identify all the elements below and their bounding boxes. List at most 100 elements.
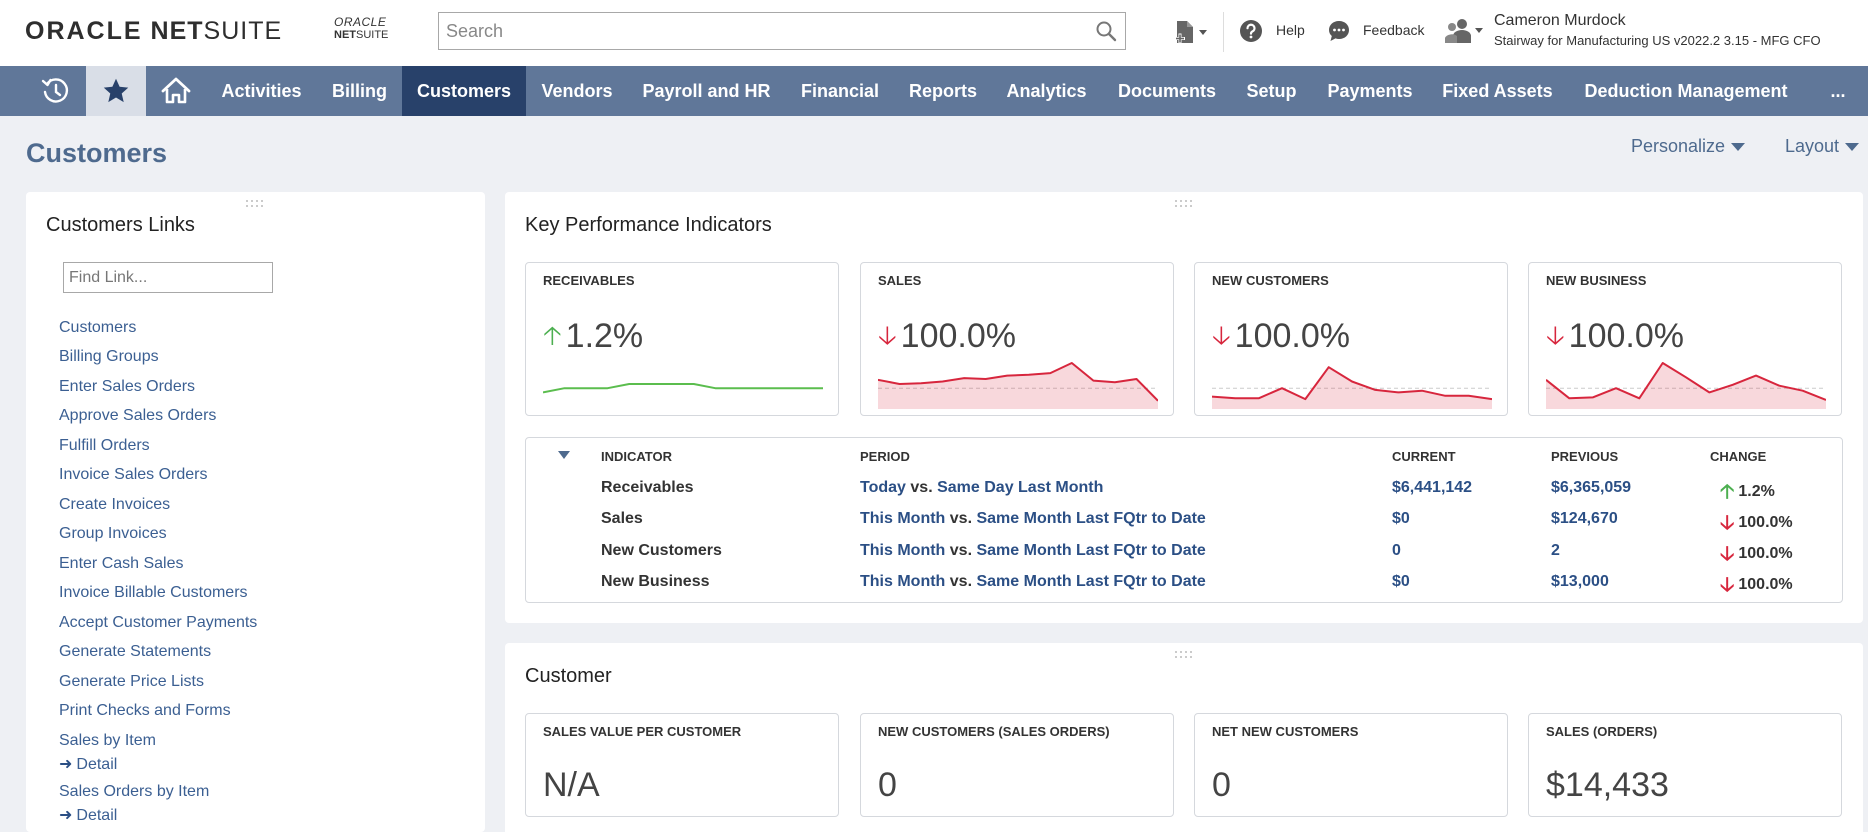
link-enter-sales-orders[interactable]: Enter Sales Orders [59, 378, 196, 395]
find-link-input[interactable] [64, 263, 268, 292]
kpi-tile-label: NEW CUSTOMERS [1212, 273, 1329, 288]
arrow-down-icon: 🡣 [1720, 512, 1735, 534]
customer-tile-net-new-customers[interactable]: NET NEW CUSTOMERS 0 [1194, 713, 1508, 817]
link-generate-price-lists[interactable]: Generate Price Lists [59, 673, 204, 690]
arrow-right-icon: ➜ [59, 807, 73, 824]
row-previous[interactable]: 2 [1551, 542, 1560, 559]
link-invoice-billable-customers[interactable]: Invoice Billable Customers [59, 584, 248, 601]
kpi-tile-value: 🡣 100.0% [878, 317, 1016, 361]
customer-tile-sales-orders[interactable]: SALES (ORDERS) $14,433 [1528, 713, 1842, 817]
period-a-link[interactable]: Today [860, 479, 906, 496]
nav-setup[interactable]: Setup [1246, 81, 1297, 101]
nav-payments[interactable]: Payments [1327, 81, 1413, 101]
link-sales-orders-by-item-detail[interactable]: ➜ Detail [59, 805, 117, 825]
create-new-icon[interactable] [1173, 19, 1209, 47]
arrow-down-icon: 🡣 [1720, 574, 1735, 596]
caret-down-icon [1731, 143, 1746, 152]
vs-label: vs. [949, 510, 973, 527]
oracle-netsuite-logo[interactable]: ORACLE NETSUITE [25, 17, 282, 46]
period-b-link[interactable]: Same Month Last FQtr to Date [976, 573, 1206, 590]
customer-tile-label: NET NEW CUSTOMERS [1212, 724, 1359, 739]
col-period: PERIOD [860, 449, 910, 464]
period-b-link[interactable]: Same Day Last Month [937, 479, 1104, 496]
kpi-tile-receivables[interactable]: RECEIVABLES 🡡 1.2% [525, 262, 839, 416]
row-current[interactable]: $6,441,142 [1392, 479, 1473, 496]
company-logo-suite: SUITE [356, 29, 389, 41]
link-approve-sales-orders[interactable]: Approve Sales Orders [59, 407, 217, 424]
customer-tile-sales-value-per-customer[interactable]: SALES VALUE PER CUSTOMER N/A [525, 713, 839, 817]
personalize-menu[interactable]: Personalize [1631, 136, 1746, 157]
nav-vendors[interactable]: Vendors [541, 81, 613, 101]
drag-handle-icon[interactable] [1175, 651, 1195, 661]
recent-records-button[interactable] [26, 66, 86, 116]
history-icon [41, 78, 69, 103]
nav-billing[interactable]: Billing [332, 81, 387, 101]
nav-payroll-and-hr[interactable]: Payroll and HR [642, 81, 771, 101]
link-create-invoices[interactable]: Create Invoices [59, 496, 171, 513]
row-current[interactable]: $0 [1392, 510, 1410, 527]
row-indicator: Sales [601, 510, 643, 527]
kpi-tile-new-customers[interactable]: NEW CUSTOMERS 🡣 100.0% [1194, 262, 1508, 416]
link-generate-statements[interactable]: Generate Statements [59, 643, 212, 660]
vs-label: vs. [910, 479, 933, 496]
row-change: 🡣 100.0% [1720, 508, 1793, 542]
feedback-icon[interactable] [1327, 19, 1351, 43]
user-role[interactable]: Stairway for Manufacturing US v2022.2 3.… [1494, 33, 1821, 48]
drag-handle-icon[interactable] [1175, 200, 1195, 210]
nav-customers[interactable]: Customers [402, 66, 526, 116]
link-sales-orders-by-item[interactable]: Sales Orders by Item [59, 783, 210, 800]
help-icon[interactable] [1239, 19, 1263, 43]
search-icon[interactable] [1095, 20, 1117, 42]
link-sales-by-item[interactable]: Sales by Item [59, 732, 156, 749]
personalize-label: Personalize [1631, 136, 1726, 156]
link-sales-by-item-detail[interactable]: ➜ Detail [59, 754, 117, 774]
col-current: CURRENT [1392, 449, 1456, 464]
period-a-link[interactable]: This Month [860, 542, 946, 559]
row-previous[interactable]: $13,000 [1551, 573, 1609, 590]
arrow-right-icon: ➜ [59, 756, 73, 773]
nav-financial[interactable]: Financial [800, 81, 880, 101]
nav-reports[interactable]: Reports [908, 81, 977, 101]
row-current[interactable]: $0 [1392, 573, 1410, 590]
period-a-link[interactable]: This Month [860, 510, 946, 527]
period-b-link[interactable]: Same Month Last FQtr to Date [976, 542, 1206, 559]
kpi-tile-new-business[interactable]: NEW BUSINESS 🡣 100.0% [1528, 262, 1842, 416]
nav-activities[interactable]: Activities [221, 81, 302, 101]
row-previous[interactable]: $124,670 [1551, 510, 1618, 527]
nav-deduction-management[interactable]: Deduction Management [1584, 81, 1788, 101]
row-previous[interactable]: $6,365,059 [1551, 479, 1632, 496]
link-enter-cash-sales[interactable]: Enter Cash Sales [59, 555, 184, 572]
nav-analytics[interactable]: Analytics [1006, 81, 1087, 101]
link-customers[interactable]: Customers [59, 319, 137, 336]
customer-tile-new-customers-sales-orders[interactable]: NEW CUSTOMERS (SALES ORDERS) 0 [860, 713, 1174, 817]
drag-handle-icon[interactable] [246, 200, 266, 210]
row-current[interactable]: 0 [1392, 542, 1401, 559]
link-accept-customer-payments[interactable]: Accept Customer Payments [59, 614, 258, 631]
nav-documents[interactable]: Documents [1117, 81, 1216, 101]
kpi-tile-sales[interactable]: SALES 🡣 100.0% [860, 262, 1174, 416]
shortcuts-button[interactable] [86, 66, 146, 116]
search-input[interactable] [439, 13, 1079, 49]
help-link[interactable]: Help [1276, 22, 1305, 38]
caret-down-icon [1845, 143, 1860, 152]
feedback-link[interactable]: Feedback [1363, 22, 1425, 38]
layout-menu[interactable]: Layout [1785, 136, 1860, 157]
user-name[interactable]: Cameron Murdock [1494, 12, 1626, 29]
link-fulfill-orders[interactable]: Fulfill Orders [59, 437, 150, 454]
col-change: CHANGE [1710, 449, 1767, 464]
link-print-checks-and-forms[interactable]: Print Checks and Forms [59, 702, 231, 719]
role-switcher-icon[interactable] [1444, 17, 1484, 45]
collapse-caret-icon[interactable] [558, 451, 570, 459]
nav-more[interactable]: ... [1830, 81, 1846, 101]
nav-fixed-assets[interactable]: Fixed Assets [1442, 81, 1553, 101]
home-icon [161, 77, 191, 104]
period-b-link[interactable]: Same Month Last FQtr to Date [976, 510, 1206, 527]
detail-label: Detail [76, 807, 118, 824]
period-a-link[interactable]: This Month [860, 573, 946, 590]
link-group-invoices[interactable]: Group Invoices [59, 525, 167, 542]
link-billing-groups[interactable]: Billing Groups [59, 348, 159, 365]
home-button[interactable] [146, 66, 206, 116]
kpi-tile-label: RECEIVABLES [543, 273, 635, 288]
link-invoice-sales-orders[interactable]: Invoice Sales Orders [59, 466, 208, 483]
sparkline-line [1546, 362, 1826, 401]
